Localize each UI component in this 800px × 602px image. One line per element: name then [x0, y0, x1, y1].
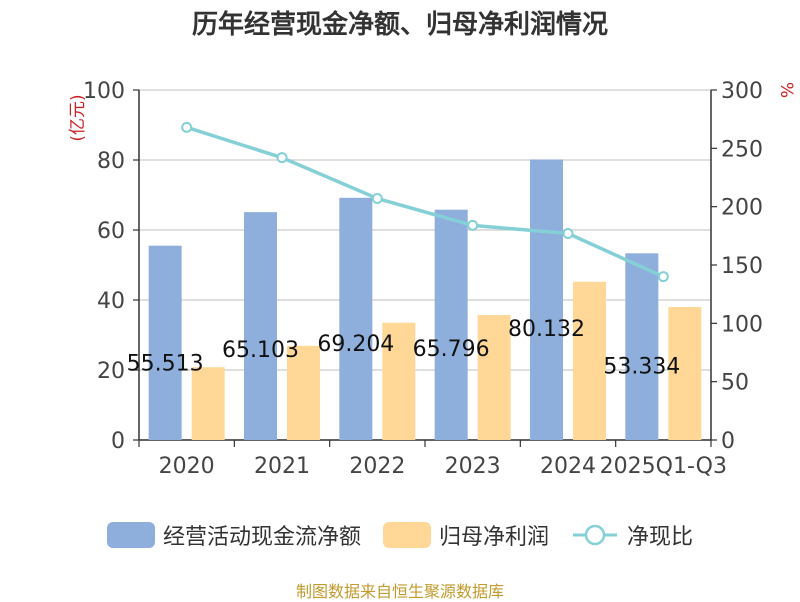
legend-label-cashflow: 经营活动现金流净额	[162, 525, 361, 550]
x-tick-label: 2023	[445, 454, 501, 479]
bar-net-profit	[191, 367, 225, 440]
data-label-cashflow: 69.204	[317, 332, 394, 357]
legend-item-cashflow[interactable]: 经营活动现金流净额	[106, 519, 361, 551]
x-tick-label: 2022	[349, 454, 405, 479]
left-tick-label: 40	[97, 289, 125, 314]
x-tick-label: 2021	[254, 454, 310, 479]
x-tick-label: 2025Q1-Q3	[600, 454, 727, 479]
legend-line-icon	[573, 524, 617, 546]
bar-net-profit	[382, 322, 416, 440]
bar-net-profit	[287, 345, 320, 440]
bar-cashflow	[244, 212, 277, 440]
point-cash-ratio	[467, 219, 479, 231]
right-tick-label: 200	[721, 196, 763, 221]
left-tick-label: 0	[111, 429, 125, 454]
data-label-cashflow: 80.132	[508, 317, 585, 342]
bar-net-profit	[668, 307, 702, 440]
point-cash-ratio	[276, 152, 288, 164]
point-cash-ratio	[371, 193, 383, 204]
line-cash-ratio	[186, 125, 665, 279]
data-label-cashflow: 65.796	[413, 337, 490, 362]
data-label-cashflow: 55.513	[127, 351, 204, 376]
legend-item-net-profit[interactable]: 归母净利润	[382, 519, 549, 551]
point-cash-ratio	[562, 228, 574, 239]
left-tick-label: 60	[97, 219, 125, 244]
bar-cashflow	[625, 253, 659, 440]
legend: 经营活动现金流净额 归母净利润 净现比	[0, 515, 800, 555]
bar-cashflow	[530, 159, 563, 440]
right-tick-label: 0	[721, 429, 735, 454]
x-tick-label: 2020	[159, 454, 215, 479]
point-cash-ratio	[657, 271, 669, 283]
legend-label-cash-ratio: 净现比	[627, 525, 694, 550]
left-tick-label: 20	[97, 359, 125, 384]
left-tick-label: 80	[97, 149, 125, 174]
bar-cashflow	[434, 209, 468, 440]
data-label-cashflow: 53.334	[603, 354, 680, 379]
bar-cashflow	[339, 197, 373, 440]
data-source: 制图数据来自恒生聚源数据库	[295, 582, 504, 601]
right-axis-label: %	[776, 82, 796, 98]
right-tick-label: 100	[721, 312, 763, 337]
legend-swatch-cashflow	[106, 522, 155, 548]
legend-label-net-profit: 归母净利润	[438, 525, 549, 550]
left-axis-label: (亿元)	[68, 94, 88, 141]
x-tick-label: 2024	[540, 454, 596, 479]
point-cash-ratio	[181, 121, 193, 133]
right-tick-label: 150	[721, 254, 763, 279]
legend-item-cash-ratio[interactable]: 净现比	[571, 519, 693, 551]
chart-title: 历年经营现金净额、归母净利润情况	[191, 10, 608, 40]
right-tick-label: 300	[721, 79, 763, 104]
left-tick-label: 100	[83, 79, 125, 104]
bar-cashflow	[148, 245, 182, 440]
right-tick-label: 250	[721, 137, 763, 162]
bar-net-profit	[477, 315, 511, 440]
bar-net-profit	[573, 281, 606, 440]
legend-swatch-net-profit	[382, 522, 431, 548]
right-tick-label: 50	[721, 371, 749, 396]
data-label-cashflow: 65.103	[222, 338, 299, 363]
